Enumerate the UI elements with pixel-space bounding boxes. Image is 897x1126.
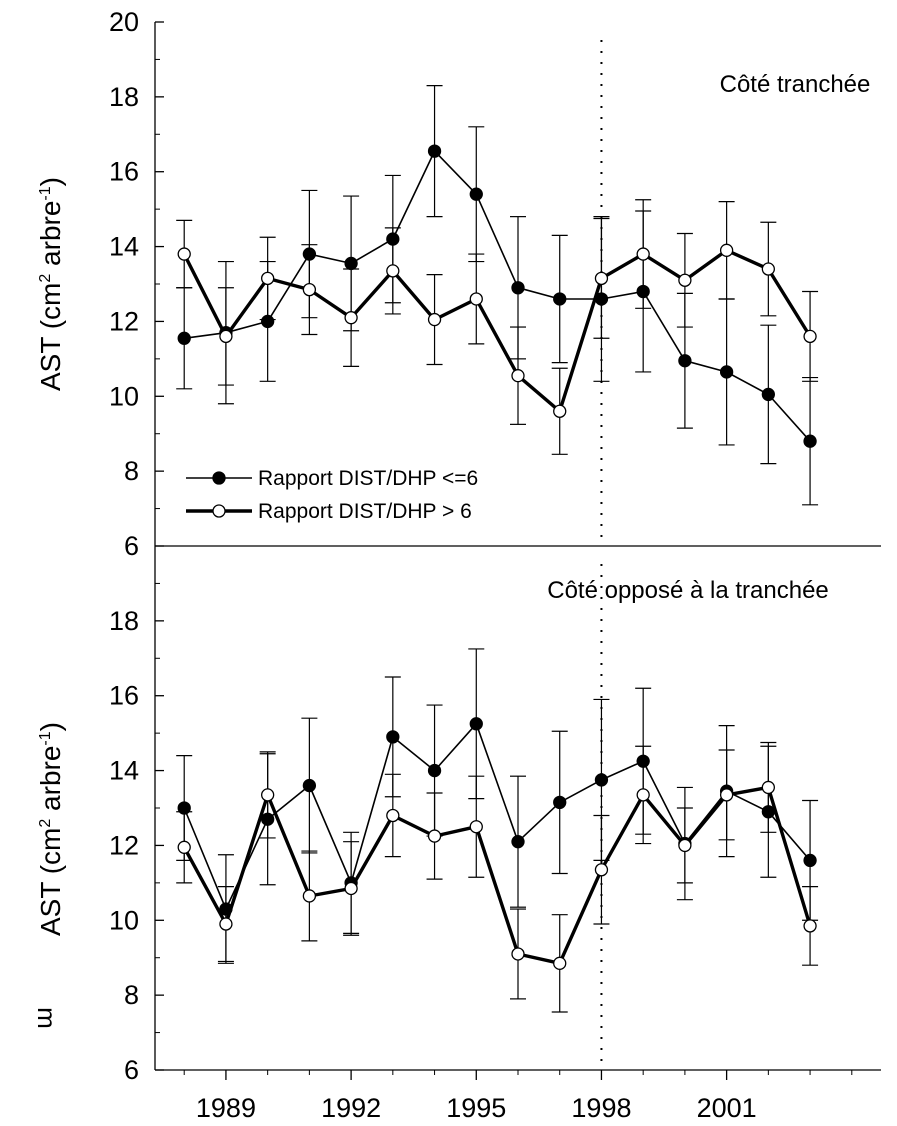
bottom-series-1-line <box>183 722 811 910</box>
bottom-y-tick-label: 12 <box>109 830 139 860</box>
top-series-1-point <box>469 187 483 201</box>
top-series-1-point <box>594 292 609 306</box>
top-series-1-point <box>636 284 650 299</box>
top-series-2-point <box>219 329 233 344</box>
bottom-series-1-point <box>469 717 483 731</box>
bottom-series-2-point <box>761 780 775 795</box>
top-panel-annotation: Côté tranchée <box>720 71 871 98</box>
top-y-tick-label: 6 <box>124 531 139 561</box>
top-series-1-point <box>553 292 567 306</box>
top-y-tick-label: 14 <box>109 232 139 262</box>
top-series-2-point <box>261 271 275 286</box>
bottom-panel-annotation: Côté opposé à la tranchée <box>547 577 829 604</box>
bottom-series-2-point <box>302 889 317 903</box>
top-series-1-point <box>302 247 317 261</box>
top-y-axis-label: AST (cm2 arbre-1) <box>35 177 66 391</box>
top-y-tick-label: 8 <box>124 456 139 486</box>
top-series-2-point <box>553 404 567 418</box>
bottom-series-2-point <box>553 956 567 970</box>
top-series-2-point <box>719 243 734 257</box>
top-series-2-point <box>636 247 650 261</box>
bottom-y-tick-label: 10 <box>109 905 139 935</box>
bottom-series-2-point <box>636 788 650 802</box>
bottom-series-2-point <box>261 788 275 802</box>
top-y-tick-label: 20 <box>109 7 139 37</box>
top-series-1-point <box>761 387 775 402</box>
top-series-1-point <box>261 314 275 329</box>
top-series-2-point <box>678 273 692 287</box>
top-series-2-point <box>386 264 400 278</box>
x-tick-label: 1998 <box>571 1093 631 1123</box>
bottom-y-tick-label: 16 <box>109 681 139 711</box>
top-series-2-point <box>803 329 817 344</box>
top-series-2-point <box>469 292 483 306</box>
top-series-1-point <box>803 434 817 448</box>
legend-marker-1 <box>212 471 226 485</box>
bottom-series-2-point <box>177 840 191 854</box>
top-series-1-point <box>344 256 358 271</box>
bottom-series-1-point <box>261 812 275 826</box>
bottom-series-1-point <box>553 795 567 810</box>
legend-label-1: Rapport DIST/DHP <=6 <box>258 467 478 490</box>
bottom-y-tick-label: 14 <box>109 756 139 786</box>
bottom-series-2-point <box>344 881 358 896</box>
bottom-series-1-point <box>177 801 191 815</box>
bottom-series-2-point <box>219 917 233 931</box>
bottom-series-2-point <box>386 808 400 823</box>
top-series-2-point <box>344 311 358 325</box>
bottom-series-1-point <box>302 778 317 793</box>
bottom-series-2-point <box>594 863 609 877</box>
x-tick-label: 1989 <box>196 1093 256 1123</box>
top-y-tick-label: 18 <box>109 82 139 112</box>
bottom-series-1-point <box>219 902 233 916</box>
x-tick-label: 1992 <box>321 1093 381 1123</box>
stray-glyph: m <box>32 1007 62 1029</box>
panel-top: 6 8 10 12 14 16 18 20 Rapport DIST/DHP <=6 Rappor… <box>109 7 881 561</box>
bottom-series-2-point <box>469 820 483 834</box>
bottom-series-1-point <box>761 805 775 819</box>
top-series-2-point <box>594 271 609 286</box>
legend-marker-2 <box>212 504 226 518</box>
bottom-series-1-point <box>636 754 650 768</box>
top-series-2-line <box>182 248 812 413</box>
bottom-series-2-point <box>511 947 525 961</box>
bottom-y-axis-label: AST (cm2 arbre-1) <box>35 722 66 936</box>
top-y-tick-label: 10 <box>109 381 139 411</box>
top-y-tick-label: 16 <box>109 157 139 187</box>
bottom-y-tick-label: 18 <box>109 606 139 636</box>
bottom-series-2-point <box>678 838 692 853</box>
top-series-2-point <box>302 282 317 297</box>
bottom-series-1-point <box>594 773 609 787</box>
top-series-1-point <box>386 232 400 246</box>
top-series-1-point <box>678 354 692 368</box>
top-series-2-point <box>761 262 775 276</box>
bottom-y-tick-label: 8 <box>124 980 139 1010</box>
x-tick-label: 1995 <box>446 1093 506 1123</box>
top-series-2-point <box>427 312 442 327</box>
top-series-1-point <box>427 144 442 158</box>
top-series-1-point <box>511 281 525 295</box>
legend-label-2: Rapport DIST/DHP > 6 <box>258 500 472 523</box>
bottom-series-2-point <box>803 919 817 933</box>
panel-bottom: 6 8 10 12 14 16 18 1989 1992 1995 1998 2001 <box>109 546 881 1123</box>
bottom-series-2-point <box>427 829 442 843</box>
top-series-2-point <box>511 369 525 383</box>
top-series-1-line <box>184 150 811 442</box>
x-tick-label: 2001 <box>697 1093 757 1123</box>
bottom-series-2-line <box>182 785 812 965</box>
bottom-series-1-point <box>386 730 400 744</box>
bottom-series-1-point <box>511 835 525 849</box>
bottom-series-2-point <box>719 788 734 802</box>
top-series-1-point <box>177 331 191 345</box>
top-series-2-point <box>177 247 191 261</box>
bottom-series-1-point <box>427 763 442 778</box>
top-series-1-point <box>719 365 734 379</box>
top-y-tick-label: 12 <box>109 306 139 336</box>
bottom-y-tick-label: 6 <box>124 1055 139 1085</box>
bottom-series-1-point <box>803 853 817 868</box>
